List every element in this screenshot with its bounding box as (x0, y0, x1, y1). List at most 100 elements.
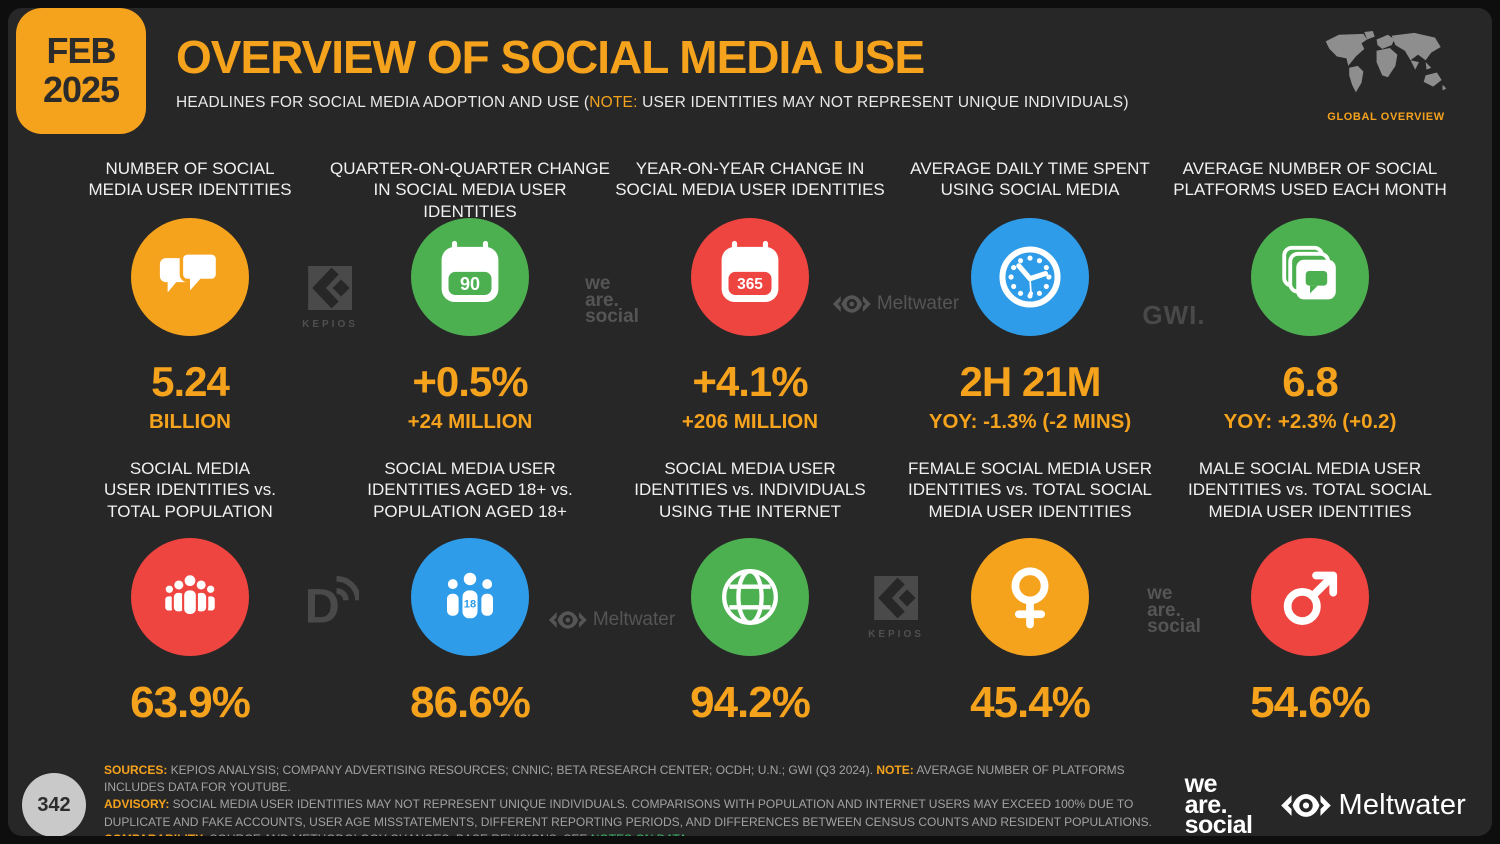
datareportal-watermark: D (301, 576, 361, 637)
stat-value: +4.1% (692, 358, 808, 405)
sources-label: SOURCES: (104, 763, 168, 778)
advisory-label: ADVISORY: (104, 797, 170, 812)
subtitle-suffix: USER IDENTITIES MAY NOT REPRESENT UNIQUE… (637, 94, 1129, 111)
stat-card-vs-internet-users: SOCIAL MEDIA USER IDENTITIES vs. INDIVID… (610, 458, 890, 728)
badge-year: 2025 (42, 69, 120, 110)
footer-sources-line: SOURCES: KEPIOS ANALYSIS; COMPANY ADVERT… (104, 762, 1154, 796)
stat-circle: 90 (411, 218, 529, 336)
kepios-logo-icon (307, 266, 352, 310)
stat-value: 86.6% (410, 678, 531, 727)
gwi-watermark: GWI. (1142, 300, 1206, 330)
page-title: OVERVIEW OF SOCIAL MEDIA USE (176, 31, 925, 83)
global-overview-block: GLOBAL OVERVIEW (1316, 28, 1456, 123)
svg-text:18: 18 (464, 598, 476, 610)
stat-title: AVERAGE NUMBER OF SOCIAL PLATFORMS USED … (1173, 159, 1447, 200)
header: OVERVIEW OF SOCIAL MEDIA USE HEADLINES F… (176, 30, 1129, 112)
svg-text:90: 90 (460, 274, 480, 294)
meltwater-watermark: Meltwater (548, 608, 676, 632)
meltwater-watermark-label: Meltwater (876, 293, 960, 314)
meltwater-eye-icon (1280, 793, 1331, 817)
date-badge: FEB 2025 (16, 8, 146, 134)
stats-row-2: SOCIAL MEDIA USER IDENTITIES vs. TOTAL P… (50, 458, 1450, 728)
stat-card-male-share: MALE SOCIAL MEDIA USER IDENTITIES vs. TO… (1170, 458, 1450, 728)
footer-notes: SOURCES: KEPIOS ANALYSIS; COMPANY ADVERT… (104, 762, 1154, 836)
meltwater-logo-label: Meltwater (1338, 788, 1466, 821)
stat-circle (691, 538, 809, 656)
stat-circle (1251, 218, 1369, 336)
stats-row-1: NUMBER OF SOCIAL MEDIA USER IDENTITIES 5… (50, 158, 1450, 434)
sources-text: KEPIOS ANALYSIS; COMPANY ADVERTISING RES… (167, 763, 877, 778)
stat-value: 6.8 (1282, 358, 1338, 405)
we-are-social-watermark: we are. social (585, 273, 639, 328)
we-are-social-watermark: we are. social (1147, 583, 1201, 638)
stat-title: MALE SOCIAL MEDIA USER IDENTITIES vs. TO… (1187, 459, 1433, 521)
stat-circle (971, 538, 1089, 656)
chat-bubbles-icon (159, 251, 220, 300)
stat-title: SOCIAL MEDIA USER IDENTITIES vs. TOTAL P… (104, 459, 276, 521)
stat-card-platforms-per-month: AVERAGE NUMBER OF SOCIAL PLATFORMS USED … (1170, 158, 1450, 434)
comparability-text: SOURCE AND METHODOLOGY CHANGES; BASE REV… (206, 832, 591, 836)
stacked-platforms-icon (1282, 245, 1336, 300)
report-slide: FEB 2025 OVERVIEW OF SOCIAL MEDIA USE HE… (8, 8, 1492, 836)
stat-value: 5.24 (151, 358, 230, 405)
kepios-logo-icon (873, 576, 918, 620)
stat-title: AVERAGE DAILY TIME SPENT USING SOCIAL ME… (910, 159, 1150, 200)
notes-on-data-link[interactable]: NOTES ON DATA (590, 831, 687, 836)
subtitle-note-label: NOTE: (589, 94, 638, 111)
meltwater-logo-icon (832, 295, 871, 313)
stat-subvalue: YOY: -1.3% (-2 MINS) (928, 410, 1132, 433)
svg-text:D: D (305, 580, 340, 632)
male-symbol-icon (1283, 571, 1338, 625)
page-subtitle: HEADLINES FOR SOCIAL MEDIA ADOPTION AND … (176, 94, 1129, 112)
badge-month: FEB (46, 30, 117, 72)
meltwater-logo-icon (548, 611, 587, 629)
stat-card-yoy-change: YEAR-ON-YEAR CHANGE IN SOCIAL MEDIA USER… (610, 158, 890, 434)
stat-circle (971, 218, 1089, 336)
stat-subvalue: YOY: +2.3% (+0.2) (1223, 410, 1397, 433)
people-18-icon: 18 (444, 570, 496, 621)
meltwater-watermark-label: Meltwater (592, 609, 676, 630)
stat-title: SOCIAL MEDIA USER IDENTITIES vs. INDIVID… (634, 459, 866, 521)
stat-card-daily-time: AVERAGE DAILY TIME SPENT USING SOCIAL ME… (890, 158, 1170, 434)
stat-value: 94.2% (690, 678, 811, 727)
kepios-watermark-label: KEPIOS (868, 629, 924, 640)
stat-title: NUMBER OF SOCIAL MEDIA USER IDENTITIES (88, 159, 292, 200)
advisory-text: SOCIAL MEDIA USER IDENTITIES MAY NOT REP… (104, 797, 1152, 829)
note-label: NOTE: (876, 763, 914, 778)
stat-value: 63.9% (130, 678, 251, 727)
kepios-watermark: KEPIOS (868, 576, 924, 640)
svg-text:365: 365 (737, 276, 763, 293)
stat-title: QUARTER-ON-QUARTER CHANGE IN SOCIAL MEDI… (330, 159, 610, 221)
footer-logos: we are. social Meltwater (1185, 772, 1466, 836)
datareportal-logo-icon: D (305, 576, 361, 634)
stat-circle (131, 538, 249, 656)
notes-suffix: . (687, 832, 690, 836)
kepios-watermark: KEPIOS (302, 266, 358, 330)
stat-circle: 365 (691, 218, 809, 336)
stat-value: +0.5% (412, 358, 528, 405)
stat-subvalue: +24 MILLION (407, 410, 533, 433)
stat-value: 2H 21M (959, 358, 1101, 405)
stat-circle (131, 218, 249, 336)
footer-advisory-line: ADVISORY: SOCIAL MEDIA USER IDENTITIES M… (104, 796, 1154, 836)
stat-circle (1251, 538, 1369, 656)
stat-title: SOCIAL MEDIA USER IDENTITIES AGED 18+ vs… (367, 459, 573, 521)
calendar-365-icon: 365 (721, 240, 779, 302)
stat-value: 54.6% (1250, 678, 1371, 727)
stat-card-qoq-change: QUARTER-ON-QUARTER CHANGE IN SOCIAL MEDI… (330, 158, 610, 434)
kepios-watermark-label: KEPIOS (302, 319, 358, 330)
globe-icon (722, 569, 778, 625)
stat-card-user-identities: NUMBER OF SOCIAL MEDIA USER IDENTITIES 5… (50, 158, 330, 434)
stat-title: YEAR-ON-YEAR CHANGE IN SOCIAL MEDIA USER… (615, 159, 885, 200)
region-label: GLOBAL OVERVIEW (1327, 111, 1445, 123)
comparability-label: COMPARABILITY: (104, 832, 206, 836)
stat-circle: 18 (411, 538, 529, 656)
stat-card-18plus: SOCIAL MEDIA USER IDENTITIES AGED 18+ vs… (330, 458, 610, 728)
meltwater-watermark: Meltwater (832, 292, 960, 316)
stat-subvalue: +206 MILLION (681, 410, 819, 433)
people-group-icon (163, 573, 217, 617)
stat-title: FEMALE SOCIAL MEDIA USER IDENTITIES vs. … (907, 459, 1153, 521)
world-map-icon (1325, 31, 1447, 93)
stat-value: 45.4% (970, 678, 1091, 727)
calendar-90-icon: 90 (441, 240, 499, 302)
